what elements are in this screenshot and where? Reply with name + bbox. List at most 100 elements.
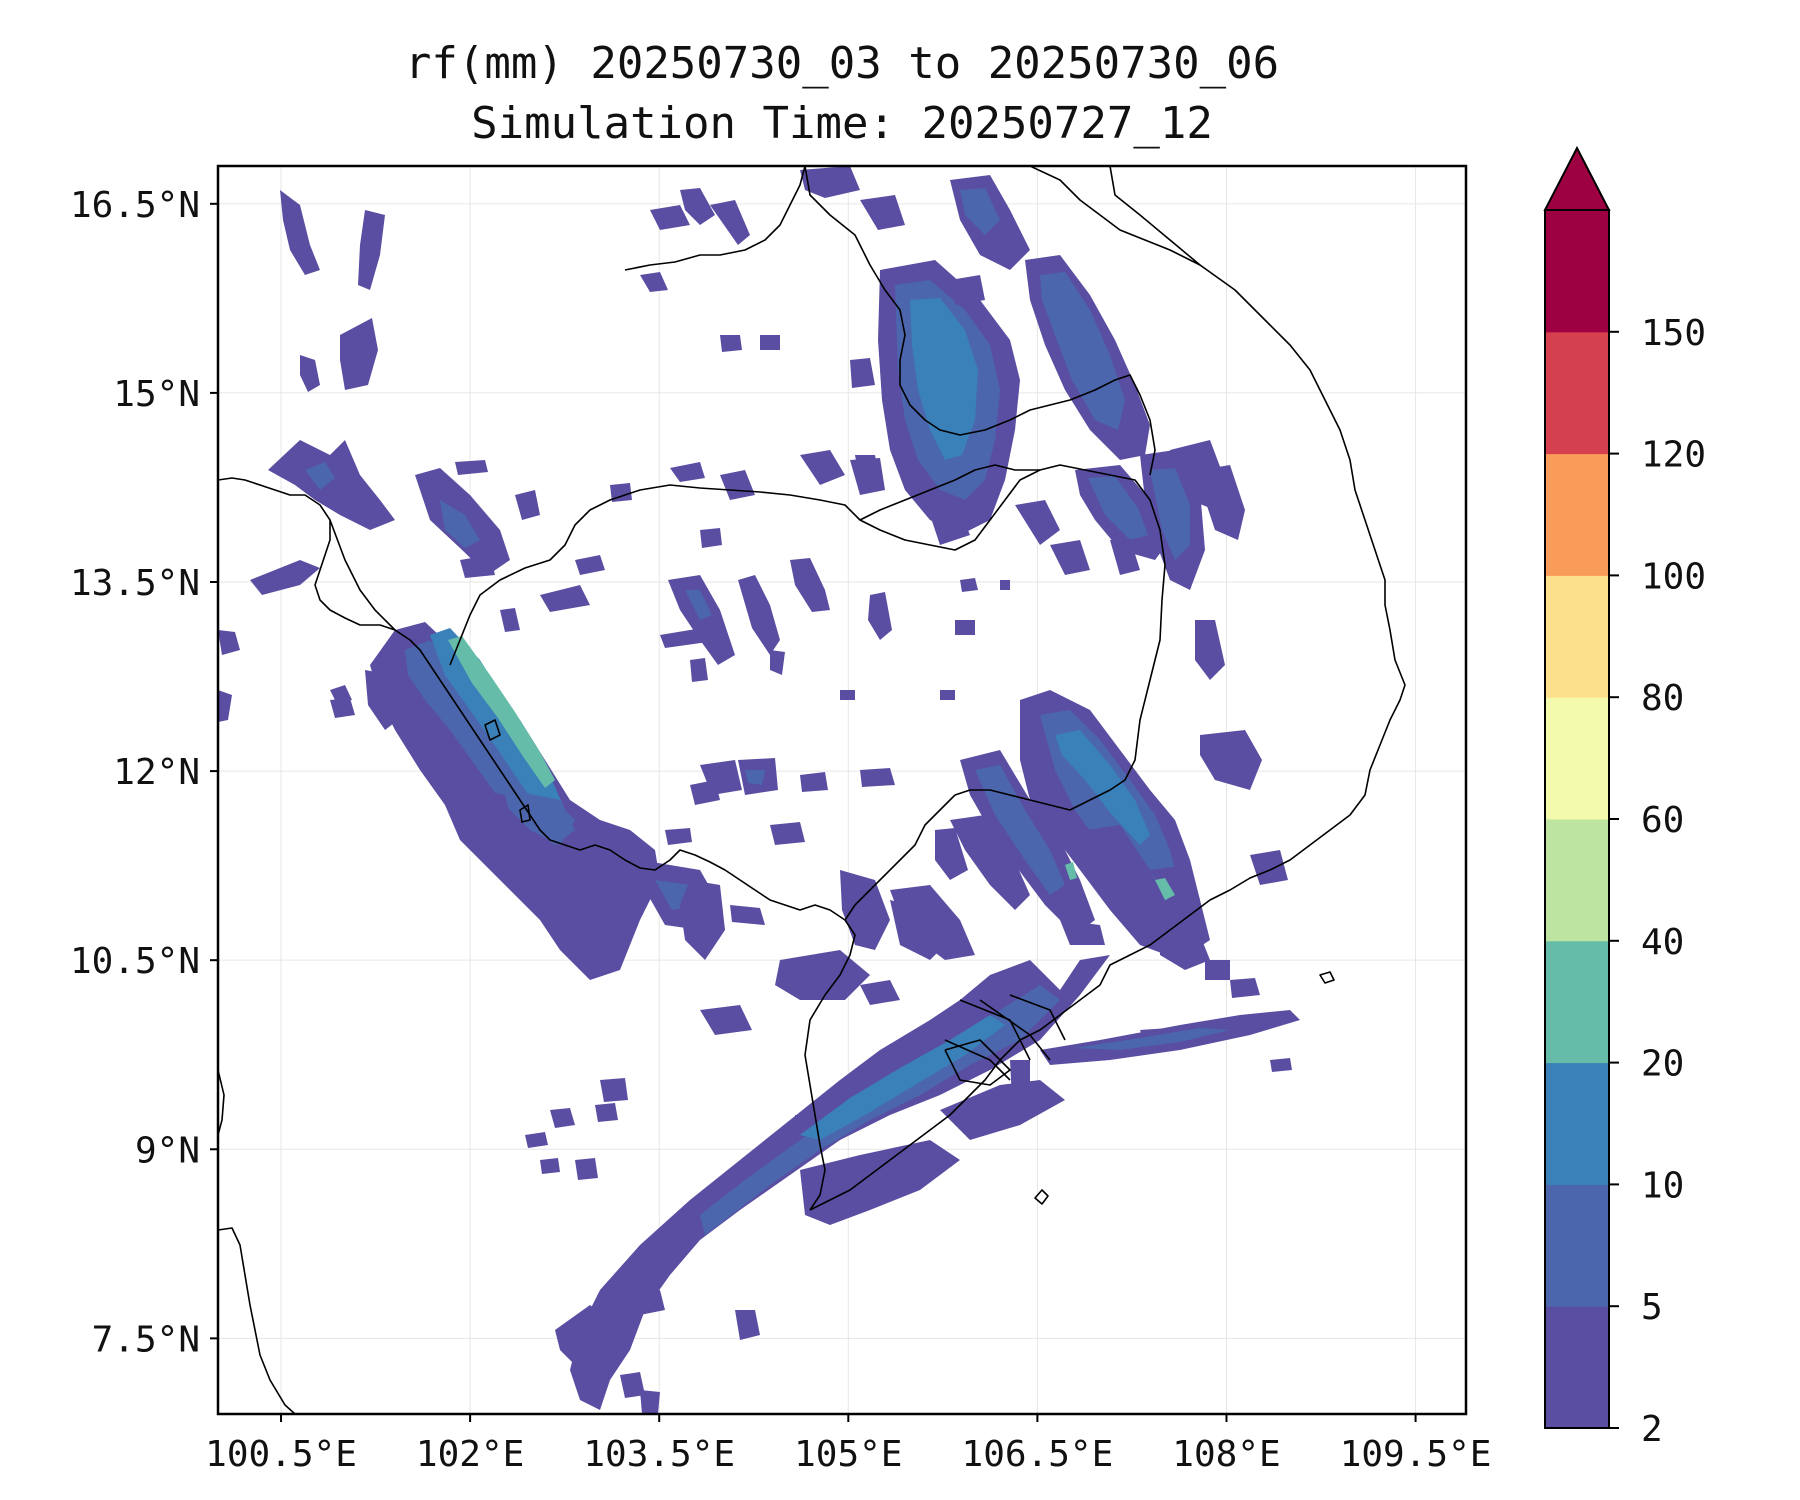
rain-cell bbox=[670, 462, 705, 482]
rain-cell bbox=[1150, 468, 1190, 560]
colorbar-segment bbox=[1545, 210, 1609, 333]
rain-cell bbox=[1085, 825, 1170, 925]
rain-cell bbox=[300, 355, 320, 392]
rain-cell bbox=[760, 335, 780, 350]
rain-cell bbox=[510, 790, 575, 845]
rain-cell bbox=[685, 590, 712, 620]
rain-cell bbox=[1000, 580, 1010, 590]
laos-thailand-border bbox=[624, 166, 806, 271]
map-frame bbox=[216, 164, 1468, 1416]
colorbar-segment bbox=[1545, 819, 1609, 942]
rain-cell bbox=[358, 210, 385, 290]
rain-cell bbox=[610, 483, 632, 502]
lon-tick-label: 105°E bbox=[794, 1434, 902, 1475]
rain-cell bbox=[930, 510, 970, 545]
lat-tick-label: 9°N bbox=[135, 1130, 200, 1171]
rain-cell bbox=[540, 1158, 560, 1174]
lon-tick-label: 109.5°E bbox=[1340, 1434, 1492, 1475]
rain-cell bbox=[1270, 1058, 1292, 1072]
rain-cell bbox=[1040, 272, 1125, 430]
rain-cell bbox=[1230, 978, 1260, 998]
rain-cell bbox=[850, 358, 875, 388]
rain-cell bbox=[800, 1140, 960, 1225]
colorbar-segment bbox=[1545, 331, 1609, 455]
rain-cell bbox=[575, 555, 605, 575]
island-3 bbox=[484, 719, 501, 741]
rain-cell bbox=[1200, 465, 1245, 540]
colorbar-segment bbox=[1545, 697, 1609, 820]
rain-cell bbox=[1155, 878, 1175, 900]
rain-cell bbox=[1150, 865, 1200, 910]
rain-cell bbox=[650, 205, 690, 230]
rain-cell bbox=[720, 470, 755, 500]
rain-cell bbox=[1110, 538, 1140, 575]
rain-cell bbox=[395, 710, 450, 745]
rain-cell bbox=[738, 575, 780, 655]
rain-cell bbox=[840, 690, 855, 700]
rain-cell bbox=[595, 1103, 618, 1122]
gulf-thailand-coast bbox=[218, 477, 856, 1211]
colorbar-tick-label: 120 bbox=[1641, 435, 1706, 476]
rain-cell bbox=[600, 860, 625, 885]
colorbar-tick-label: 40 bbox=[1641, 922, 1684, 963]
colorbar-segment bbox=[1545, 1184, 1609, 1307]
rain-cell bbox=[735, 1310, 760, 1340]
lat-tick-label: 7.5°N bbox=[92, 1319, 200, 1360]
map-area bbox=[216, 164, 1468, 1416]
rain-cell bbox=[855, 455, 880, 483]
rain-cell bbox=[720, 335, 742, 352]
lat-tick-label: 10.5°N bbox=[70, 941, 200, 982]
rain-cell bbox=[660, 625, 722, 648]
colorbar-tick-label: 150 bbox=[1641, 313, 1706, 354]
rain-cell bbox=[665, 828, 692, 845]
rain-cell bbox=[448, 636, 555, 788]
island-4 bbox=[519, 804, 531, 823]
lon-tick-label: 100.5°E bbox=[205, 1434, 357, 1475]
laos-cambodia-north bbox=[859, 464, 1040, 521]
rain-cell bbox=[730, 905, 765, 925]
rain-cell bbox=[940, 690, 955, 700]
colorbar-tick-label: 20 bbox=[1641, 1044, 1684, 1085]
rain-cell bbox=[460, 555, 495, 578]
colorbar: 2 5 10 20 40 60 80 100 120 150 bbox=[1543, 145, 1706, 1450]
vietnam-coastline bbox=[809, 166, 1406, 1211]
colorbar-tick-label: 100 bbox=[1641, 556, 1706, 597]
rain-cell bbox=[975, 765, 1065, 895]
rain-cell bbox=[520, 850, 575, 882]
rain-cell bbox=[218, 630, 240, 655]
rain-cell bbox=[960, 188, 1000, 235]
rain-cell bbox=[1088, 476, 1148, 540]
rain-cell bbox=[1015, 500, 1060, 545]
lat-tick-label: 12°N bbox=[113, 752, 200, 793]
rain-cell bbox=[525, 1132, 548, 1148]
rain-cell bbox=[500, 608, 520, 632]
rain-cell bbox=[480, 790, 510, 818]
rain-cell bbox=[455, 460, 488, 475]
title-line1: rf(mm) 20250730_03 to 20250730_06 bbox=[405, 38, 1279, 89]
rain-cell bbox=[935, 828, 968, 880]
rain-cell bbox=[1075, 1028, 1230, 1050]
vietnam-coast-north bbox=[1029, 166, 1201, 266]
rain-cell bbox=[218, 690, 232, 722]
colorbar-tick-label: 5 bbox=[1641, 1287, 1663, 1328]
rain-cell bbox=[540, 585, 590, 612]
rain-cell bbox=[365, 670, 398, 730]
lat-tick-label: 15°N bbox=[113, 374, 200, 415]
lon-tick-label: 108°E bbox=[1172, 1434, 1280, 1475]
rain-cell bbox=[430, 628, 565, 820]
cambodia-border bbox=[449, 464, 1166, 811]
rain-cell bbox=[800, 772, 828, 792]
rain-cell bbox=[1065, 862, 1077, 880]
rain-cell bbox=[868, 592, 892, 640]
rain-cell bbox=[515, 490, 540, 520]
rain-cell bbox=[950, 275, 985, 305]
rain-cell bbox=[680, 188, 715, 225]
mekong-channels bbox=[944, 994, 1066, 1081]
rain-cell bbox=[800, 1015, 1005, 1140]
rain-cell bbox=[440, 500, 480, 548]
rain-cell bbox=[770, 822, 805, 845]
longitude-ticks: 100.5°E 102°E 103.5°E 105°E 106.5°E 108°E 109.… bbox=[205, 1414, 1491, 1475]
colorbar-segment bbox=[1545, 453, 1609, 576]
rain-cell bbox=[280, 190, 320, 275]
rain-cell bbox=[1060, 920, 1105, 945]
